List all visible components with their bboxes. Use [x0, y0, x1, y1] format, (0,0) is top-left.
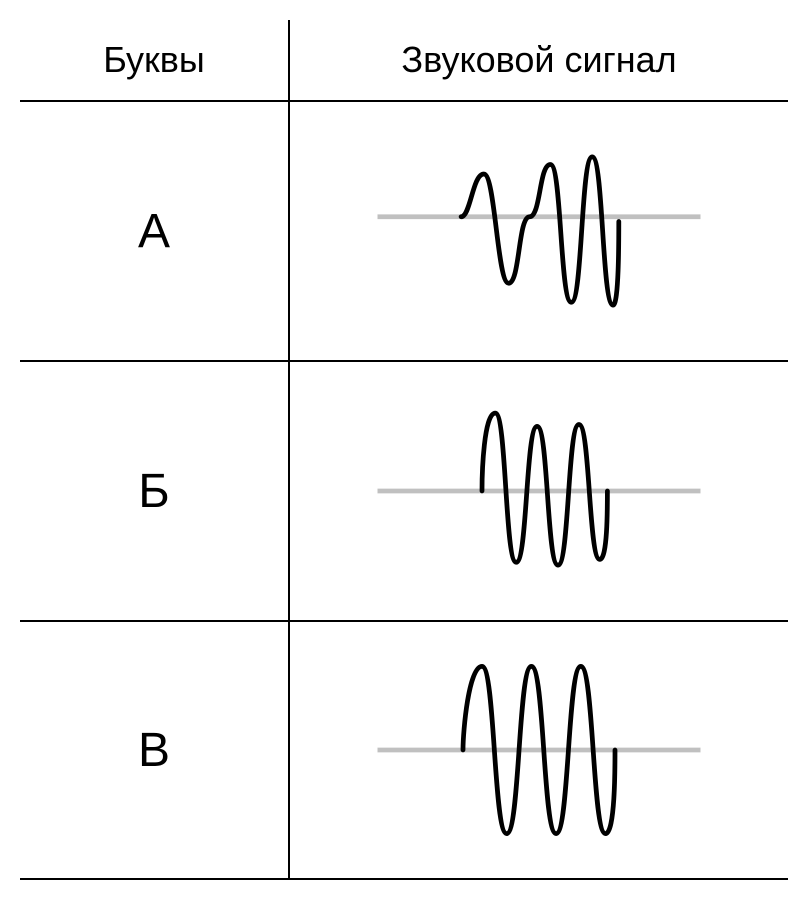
header-cell-letters: Буквы — [20, 20, 290, 100]
table-row: Б — [20, 360, 788, 620]
waveform-chart — [349, 391, 729, 591]
wave-path — [461, 157, 619, 305]
table-header-row: Буквы Звуковой сигнал — [20, 20, 788, 100]
signal-table: Буквы Звуковой сигнал А Б — [20, 20, 788, 880]
signal-cell — [290, 362, 788, 620]
letter-cell: Б — [20, 362, 290, 620]
table-row: А — [20, 100, 788, 360]
signal-cell — [290, 622, 788, 878]
letter-label: А — [138, 204, 170, 259]
table-row: В — [20, 620, 788, 880]
signal-cell — [290, 102, 788, 360]
letter-cell: В — [20, 622, 290, 878]
header-cell-signal: Звуковой сигнал — [290, 20, 788, 100]
header-label-letters: Буквы — [103, 39, 205, 81]
letter-label: В — [138, 723, 170, 778]
waveform-chart — [349, 131, 729, 331]
header-label-signal: Звуковой сигнал — [401, 39, 676, 81]
letter-label: Б — [138, 464, 170, 519]
letter-cell: А — [20, 102, 290, 360]
waveform-chart — [349, 650, 729, 850]
